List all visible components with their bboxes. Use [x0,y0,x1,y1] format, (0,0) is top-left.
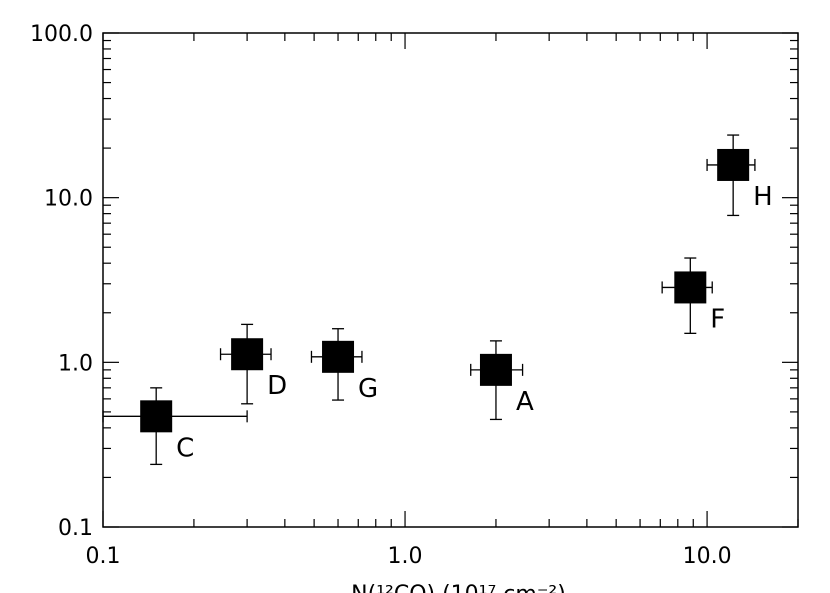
point-marker [322,340,355,373]
point-marker [674,271,707,304]
point-label: F [710,304,725,334]
point-label: H [753,182,773,212]
point-marker [231,338,264,371]
data-point-C [102,387,248,466]
x-tick-label: 10.0 [683,544,732,569]
y-tick-label: 100.0 [30,22,93,47]
point-label: D [267,371,287,401]
data-point-H [706,134,756,217]
y-tick-label: 1.0 [58,351,93,376]
x-tick-label: 0.1 [86,544,121,569]
point-label: C [176,433,194,463]
data-point-D [219,323,272,405]
data-point-G [310,328,363,401]
data-point-A [470,340,524,421]
x-axis-title: N(¹²CO) (10¹⁷ cm⁻²) [351,582,566,593]
y-tick-label: 0.1 [58,516,93,541]
data-point-F [661,257,713,334]
point-marker [479,353,512,386]
y-tick-label: 10.0 [44,187,93,212]
x-tick-label: 1.0 [388,544,423,569]
point-label: G [358,374,378,404]
point-marker [717,148,750,181]
plot-frame [102,32,799,528]
point-label: A [516,387,534,417]
point-marker [140,400,173,433]
